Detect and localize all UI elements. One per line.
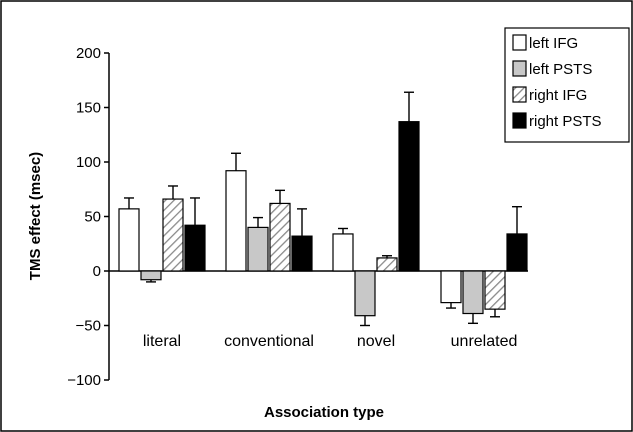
legend-label: right PSTS	[529, 113, 602, 130]
bar	[354, 270, 376, 317]
y-tick-label: 200	[76, 45, 101, 62]
bar	[269, 202, 291, 272]
x-category-label: novel	[357, 333, 395, 350]
bar	[291, 235, 313, 272]
bar	[184, 224, 206, 272]
bar	[247, 226, 269, 272]
bar	[162, 198, 184, 272]
bar	[462, 270, 484, 315]
bar	[398, 121, 420, 272]
bar	[118, 208, 140, 272]
bar	[332, 233, 354, 272]
bar	[506, 233, 528, 272]
x-axis-title: Association type	[264, 404, 384, 421]
legend-swatch	[512, 86, 527, 103]
x-category-label: literal	[143, 333, 181, 350]
y-tick-label: 100	[76, 154, 101, 171]
y-tick-label: −50	[76, 318, 101, 335]
y-tick-label: −100	[67, 372, 101, 389]
y-tick-label: 50	[84, 209, 101, 226]
y-tick-label: 150	[76, 100, 101, 117]
bar	[225, 170, 247, 272]
legend-label: left PSTS	[529, 61, 592, 78]
legend-swatch	[512, 34, 527, 51]
bar	[376, 257, 398, 272]
legend-label: left IFG	[529, 35, 578, 52]
legend-label: right IFG	[529, 87, 587, 104]
x-category-label: unrelated	[451, 333, 518, 350]
bar	[440, 270, 462, 304]
legend-swatch	[512, 112, 527, 129]
y-tick-label: 0	[93, 263, 101, 280]
bar	[484, 270, 506, 310]
legend-swatch	[512, 60, 527, 77]
legend: left IFG left PSTS right IFG right PSTS	[504, 27, 630, 143]
bar	[140, 270, 162, 281]
y-axis-title: TMS effect (msec)	[27, 152, 44, 280]
x-category-label: conventional	[224, 333, 314, 350]
